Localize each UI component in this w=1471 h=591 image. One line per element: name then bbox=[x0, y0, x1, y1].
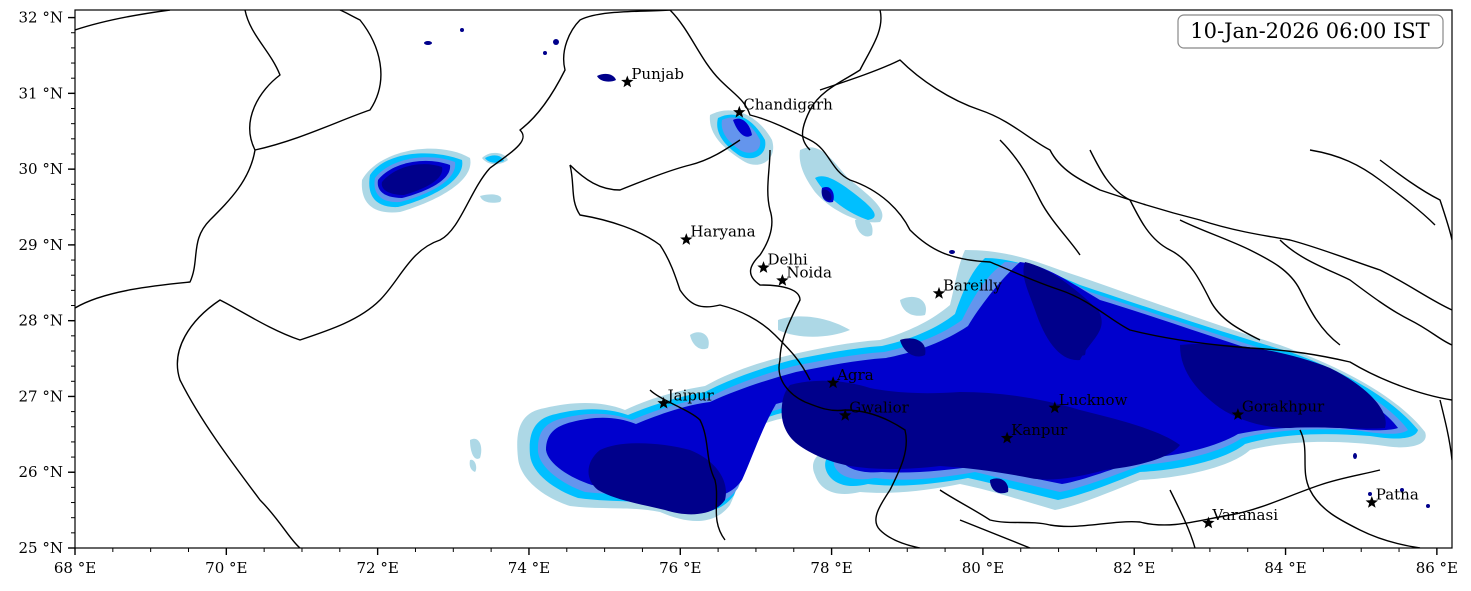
city-marker-icon bbox=[826, 376, 840, 389]
x-tick-label: 72 °E bbox=[356, 559, 398, 577]
city-label: Punjab bbox=[631, 65, 684, 83]
x-tick-label: 70 °E bbox=[205, 559, 247, 577]
city-marker-icon bbox=[1231, 408, 1245, 420]
city-label: Gorakhpur bbox=[1242, 398, 1325, 416]
y-axis: 25 °N 26 °N 27 °N 28 °N 29 °N 30 °N 31 °N 32 °N bbox=[19, 9, 75, 557]
plot-frame bbox=[74, 9, 1453, 549]
city-marker-icon bbox=[839, 408, 852, 421]
city-marker-icon bbox=[1202, 516, 1215, 529]
city-label: Patna bbox=[1376, 486, 1419, 504]
city-label: Agra bbox=[836, 366, 874, 384]
plot-area bbox=[75, 10, 1452, 548]
city-label: Jaipur bbox=[666, 386, 715, 404]
city-label: Lucknow bbox=[1059, 391, 1128, 409]
timestamp-label: 10-Jan-2026 06:00 IST bbox=[1190, 19, 1429, 43]
x-tick-label: 78 °E bbox=[810, 559, 852, 577]
y-tick-label: 27 °N bbox=[19, 387, 63, 405]
city-label: Kanpur bbox=[1011, 421, 1068, 439]
y-tick-label: 25 °N bbox=[19, 539, 63, 557]
precipitation-cells bbox=[424, 28, 1430, 508]
x-tick-label: 68 °E bbox=[54, 559, 96, 577]
precipitation-layer-5 bbox=[381, 73, 1386, 515]
borders bbox=[75, 10, 1452, 548]
city-label: Noida bbox=[786, 264, 832, 282]
city-marker-icon bbox=[932, 286, 946, 299]
timestamp-box: 10-Jan-2026 06:00 IST bbox=[1177, 14, 1444, 49]
city-label: Gwalior bbox=[849, 398, 909, 416]
x-axis: 68 °E 70 °E 72 °E 74 °E 76 °E 78 °E 80 °E 82 °E… bbox=[54, 548, 1458, 577]
city-marker-icon bbox=[621, 75, 634, 88]
y-tick-label: 29 °N bbox=[19, 236, 63, 254]
city-label: Varanasi bbox=[1211, 506, 1278, 524]
city-marker-icon bbox=[776, 274, 789, 286]
city-marker-icon bbox=[1000, 431, 1014, 444]
city-label: Chandigarh bbox=[743, 95, 833, 113]
x-tick-label: 84 °E bbox=[1264, 559, 1306, 577]
x-tick-label: 80 °E bbox=[962, 559, 1004, 577]
x-tick-label: 76 °E bbox=[659, 559, 701, 577]
y-tick-label: 32 °N bbox=[19, 9, 63, 27]
city-marker-icon bbox=[733, 105, 746, 118]
city-marker-icon bbox=[757, 261, 770, 273]
city-label: Delhi bbox=[768, 251, 808, 269]
y-tick-label: 26 °N bbox=[19, 463, 63, 481]
y-tick-label: 28 °N bbox=[19, 312, 63, 330]
city-marker-icon bbox=[1365, 496, 1378, 508]
city-marker-icon bbox=[657, 396, 670, 409]
y-tick-label: 30 °N bbox=[19, 160, 63, 178]
city-marker-icon bbox=[680, 233, 693, 245]
city-marker-icon bbox=[1048, 401, 1061, 414]
city-label: Bareilly bbox=[943, 276, 1002, 294]
city-label: Haryana bbox=[690, 223, 755, 241]
x-tick-label: 74 °E bbox=[508, 559, 550, 577]
y-tick-label: 31 °N bbox=[19, 84, 63, 102]
x-tick-label: 86 °E bbox=[1416, 559, 1458, 577]
x-tick-label: 82 °E bbox=[1113, 559, 1155, 577]
